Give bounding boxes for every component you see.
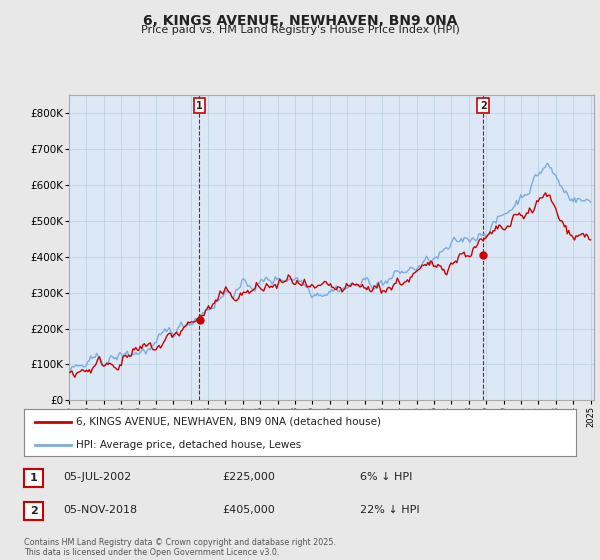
Text: 6, KINGS AVENUE, NEWHAVEN, BN9 0NA (detached house): 6, KINGS AVENUE, NEWHAVEN, BN9 0NA (deta… <box>76 417 382 427</box>
Text: 2: 2 <box>480 101 487 111</box>
Text: 1: 1 <box>30 473 37 483</box>
Text: 05-NOV-2018: 05-NOV-2018 <box>63 505 137 515</box>
Text: Price paid vs. HM Land Registry's House Price Index (HPI): Price paid vs. HM Land Registry's House … <box>140 25 460 35</box>
Text: Contains HM Land Registry data © Crown copyright and database right 2025.
This d: Contains HM Land Registry data © Crown c… <box>24 538 336 557</box>
Text: 6% ↓ HPI: 6% ↓ HPI <box>360 472 412 482</box>
Text: 22% ↓ HPI: 22% ↓ HPI <box>360 505 419 515</box>
Text: £405,000: £405,000 <box>222 505 275 515</box>
Text: 05-JUL-2002: 05-JUL-2002 <box>63 472 131 482</box>
Text: 2: 2 <box>30 506 37 516</box>
Text: £225,000: £225,000 <box>222 472 275 482</box>
Text: 1: 1 <box>196 101 203 111</box>
Text: 6, KINGS AVENUE, NEWHAVEN, BN9 0NA: 6, KINGS AVENUE, NEWHAVEN, BN9 0NA <box>143 14 457 28</box>
Text: HPI: Average price, detached house, Lewes: HPI: Average price, detached house, Lewe… <box>76 440 302 450</box>
